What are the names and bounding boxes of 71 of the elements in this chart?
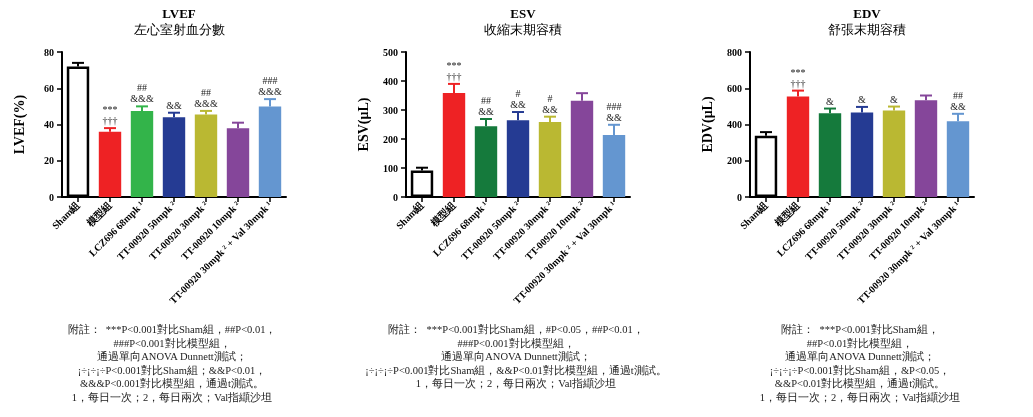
y-tick-label: 300 [383, 104, 398, 116]
text: 通過單向ANOVA Dunnett測試； [97, 350, 247, 362]
y-axis-title: LVEF(%) [11, 94, 28, 155]
bar [98, 131, 122, 197]
text: &&&P<0.001對比模型組，通過t測試。 [80, 377, 264, 389]
y-tick-label: 800 [727, 46, 742, 58]
bar [130, 110, 154, 197]
bar [818, 113, 842, 197]
text: ¡÷¡÷¡÷P<0.001對比Sham組，&P<0.05， [769, 363, 951, 376]
text: 附註： ***P<0.001對比Sham組，##P<0.01， [67, 323, 277, 335]
data-label: && [166, 99, 182, 111]
y-tick-label: 0 [393, 191, 398, 203]
y-tick-label: 500 [383, 46, 398, 58]
data-label: & [890, 93, 899, 105]
bar [882, 110, 906, 197]
chart-subtitle: 左心室射血分數 [133, 22, 225, 37]
bar [538, 121, 562, 197]
chart-title: ESV [510, 6, 537, 21]
y-axis-title: ESV(μL) [355, 97, 372, 152]
data-label: # && [510, 88, 526, 111]
chart-subtitle: 收縮末期容積 [484, 22, 562, 37]
bar [850, 112, 874, 197]
data-label: ### && [606, 100, 622, 123]
data-label: *** ††† [446, 59, 462, 82]
y-axis-title: EDV(μL) [699, 96, 716, 153]
data-label: *** ††† [790, 66, 806, 89]
text: 附註： ***P<0.001對比Sham組，#P<0.05，##P<0.01， [388, 323, 644, 335]
text: &&P<0.01對比模型組，通過t測試。 [774, 377, 946, 389]
chart-subtitle: 舒張末期容積 [828, 22, 906, 37]
data-label: # && [542, 92, 558, 115]
y-tick-label: 0 [49, 191, 54, 203]
text: ¡÷¡÷¡÷P<0.001對比Sham組；&&P<0.01， [77, 363, 267, 376]
data-label: ## && [478, 94, 494, 117]
y-tick-label: 0 [737, 191, 742, 203]
text: 附註： ***P<0.001對比Sham組， [781, 323, 939, 335]
y-tick-label: 20 [44, 155, 54, 167]
text: 1，每日一次；2，每日兩次；Val指纈沙坦 [415, 377, 617, 389]
data-label: *** ††† [102, 104, 118, 127]
data-label: & [826, 95, 835, 107]
y-tick-label: 60 [44, 82, 54, 94]
y-tick-label: 100 [383, 162, 398, 174]
bar [226, 128, 250, 197]
bar [194, 114, 218, 197]
text: ¡÷¡÷¡÷P<0.001對比Sham組，&&P<0.01對比模型組，通過t測試。 [365, 363, 667, 376]
text: 通過單向ANOVA Dunnett測試； [785, 350, 935, 362]
x-tick-label: 模型組 [772, 199, 802, 229]
data-label: ## &&& [130, 82, 154, 105]
chart-title: LVEF [162, 6, 196, 21]
text: 通過單向ANOVA Dunnett測試； [441, 350, 591, 362]
text: ##P<0.01對比模型組， [806, 336, 914, 349]
y-tick-label: 400 [727, 119, 742, 130]
data-label: & [858, 93, 867, 105]
y-tick-label: 400 [383, 75, 398, 87]
y-tick-label: 600 [727, 82, 742, 94]
y-tick-label: 200 [727, 155, 742, 167]
data-label: ## && [950, 89, 966, 112]
data-label: ## &&& [194, 86, 218, 109]
chart-title: EDV [853, 6, 882, 21]
bar [162, 117, 186, 197]
bar [786, 96, 810, 197]
text: 1，每日一次；2，每日兩次；Val指纈沙坦 [71, 390, 273, 403]
y-tick-label: 40 [44, 119, 54, 130]
text: ###P<0.001對比模型組， [457, 336, 575, 349]
text: 1，每日一次；2，每日兩次；Val指纈沙坦 [759, 390, 961, 403]
data-label: ### &&& [258, 75, 282, 98]
x-tick-label: 模型組 [428, 199, 458, 229]
x-tick-label: 模型組 [84, 199, 114, 229]
text: ###P<0.001對比模型組， [113, 336, 231, 349]
y-tick-label: 200 [383, 133, 398, 145]
y-tick-label: 80 [44, 46, 54, 58]
bar [914, 100, 938, 197]
